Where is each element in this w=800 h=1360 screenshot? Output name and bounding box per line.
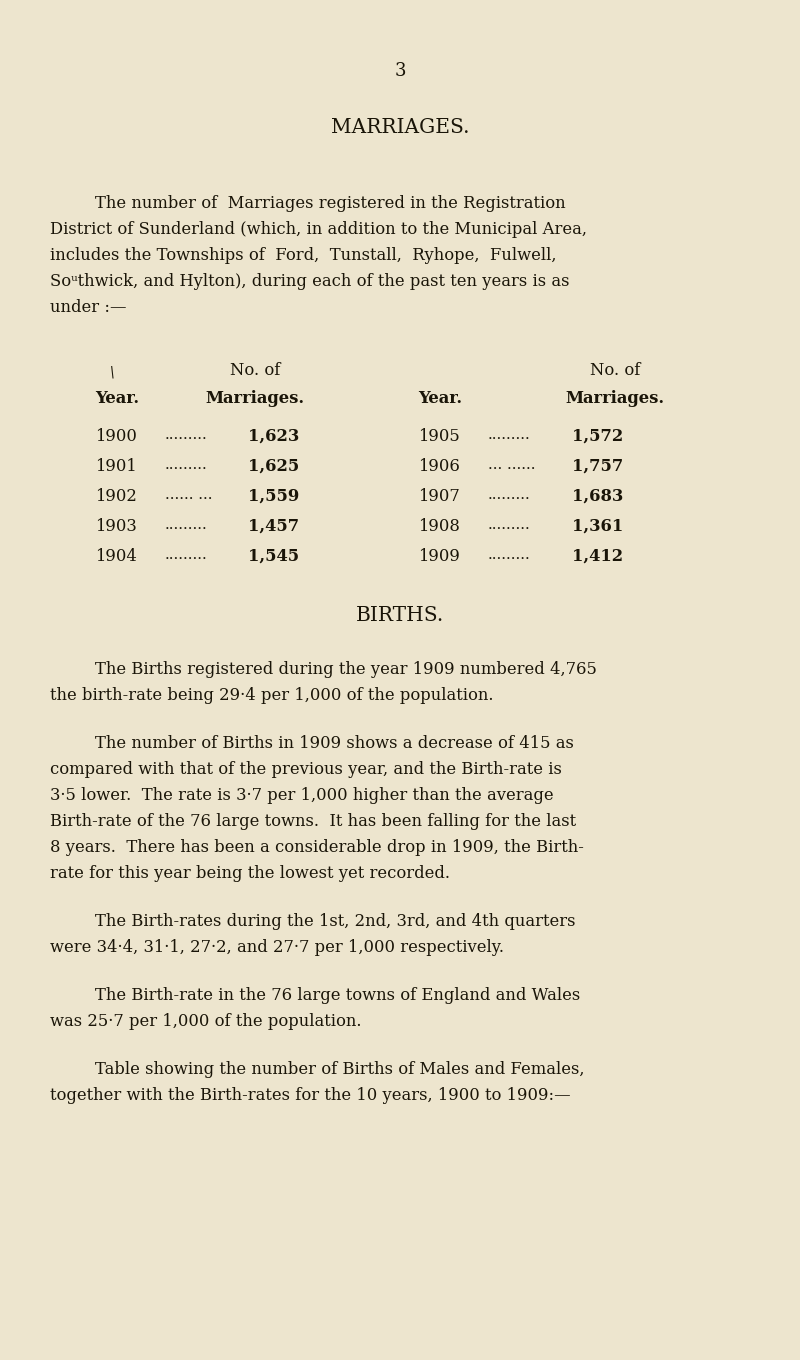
Text: 1901: 1901 xyxy=(95,458,137,475)
Text: \: \ xyxy=(110,366,114,379)
Text: 1908: 1908 xyxy=(418,518,460,534)
Text: the birth-rate being 29·4 per 1,000 of the population.: the birth-rate being 29·4 per 1,000 of t… xyxy=(50,687,494,704)
Text: were 34·4, 31·1, 27·2, and 27·7 per 1,000 respectively.: were 34·4, 31·1, 27·2, and 27·7 per 1,00… xyxy=(50,938,504,956)
Text: .........: ......... xyxy=(488,518,530,532)
Text: .........: ......... xyxy=(165,458,208,472)
Text: 1,683: 1,683 xyxy=(572,488,623,505)
Text: Table showing the number of Births of Males and Females,: Table showing the number of Births of Ma… xyxy=(95,1061,585,1078)
Text: 1,757: 1,757 xyxy=(572,458,623,475)
Text: ...... ...: ...... ... xyxy=(165,488,213,502)
Text: No. of: No. of xyxy=(590,362,640,379)
Text: 3: 3 xyxy=(394,63,406,80)
Text: .........: ......... xyxy=(165,518,208,532)
Text: .........: ......... xyxy=(165,548,208,562)
Text: 1,623: 1,623 xyxy=(248,428,299,445)
Text: The number of Births in 1909 shows a decrease of 415 as: The number of Births in 1909 shows a dec… xyxy=(95,734,574,752)
Text: MARRIAGES.: MARRIAGES. xyxy=(330,118,470,137)
Text: .........: ......... xyxy=(488,548,530,562)
Text: The Births registered during the year 1909 numbered 4,765: The Births registered during the year 19… xyxy=(95,661,597,679)
Text: together with the Birth-rates for the 10 years, 1900 to 1909:—: together with the Birth-rates for the 10… xyxy=(50,1087,570,1104)
Text: .........: ......... xyxy=(488,428,530,442)
Text: .........: ......... xyxy=(165,428,208,442)
Text: under :—: under :— xyxy=(50,299,126,316)
Text: 1,457: 1,457 xyxy=(248,518,299,534)
Text: The Birth-rate in the 76 large towns of England and Wales: The Birth-rate in the 76 large towns of … xyxy=(95,987,580,1004)
Text: Birth-rate of the 76 large towns.  It has been falling for the last: Birth-rate of the 76 large towns. It has… xyxy=(50,813,576,830)
Text: 1906: 1906 xyxy=(418,458,460,475)
Text: 1,412: 1,412 xyxy=(572,548,623,564)
Text: 1,361: 1,361 xyxy=(572,518,623,534)
Text: Soᵘthwick, and Hylton), during each of the past ten years is as: Soᵘthwick, and Hylton), during each of t… xyxy=(50,273,570,290)
Text: includes the Townships of  Ford,  Tunstall,  Ryhope,  Fulwell,: includes the Townships of Ford, Tunstall… xyxy=(50,248,557,264)
Text: .........: ......... xyxy=(488,488,530,502)
Text: 1900: 1900 xyxy=(95,428,137,445)
Text: 1,545: 1,545 xyxy=(248,548,299,564)
Text: Marriages.: Marriages. xyxy=(206,390,305,407)
Text: 1902: 1902 xyxy=(95,488,137,505)
Text: 1,625: 1,625 xyxy=(248,458,299,475)
Text: 1907: 1907 xyxy=(418,488,460,505)
Text: The number of  Marriages registered in the Registration: The number of Marriages registered in th… xyxy=(95,194,566,212)
Text: rate for this year being the lowest yet recorded.: rate for this year being the lowest yet … xyxy=(50,865,450,883)
Text: 1,572: 1,572 xyxy=(572,428,623,445)
Text: 8 years.  There has been a considerable drop in 1909, the Birth-: 8 years. There has been a considerable d… xyxy=(50,839,584,855)
Text: was 25·7 per 1,000 of the population.: was 25·7 per 1,000 of the population. xyxy=(50,1013,362,1030)
Text: 1,559: 1,559 xyxy=(248,488,299,505)
Text: The Birth-rates during the 1st, 2nd, 3rd, and 4th quarters: The Birth-rates during the 1st, 2nd, 3rd… xyxy=(95,913,575,930)
Text: No. of: No. of xyxy=(230,362,280,379)
Text: District of Sunderland (which, in addition to the Municipal Area,: District of Sunderland (which, in additi… xyxy=(50,220,587,238)
Text: ... ......: ... ...... xyxy=(488,458,535,472)
Text: 3·5 lower.  The rate is 3·7 per 1,000 higher than the average: 3·5 lower. The rate is 3·7 per 1,000 hig… xyxy=(50,787,554,804)
Text: Year.: Year. xyxy=(95,390,139,407)
Text: 1904: 1904 xyxy=(95,548,137,564)
Text: 1909: 1909 xyxy=(418,548,460,564)
Text: BIRTHS.: BIRTHS. xyxy=(356,607,444,626)
Text: Year.: Year. xyxy=(418,390,462,407)
Text: 1903: 1903 xyxy=(95,518,137,534)
Text: Marriages.: Marriages. xyxy=(566,390,665,407)
Text: 1905: 1905 xyxy=(418,428,460,445)
Text: compared with that of the previous year, and the Birth-rate is: compared with that of the previous year,… xyxy=(50,762,562,778)
